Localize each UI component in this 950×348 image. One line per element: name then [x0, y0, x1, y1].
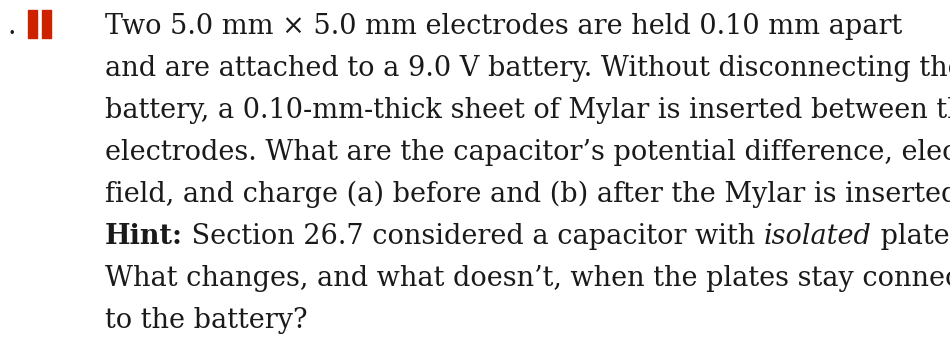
- Text: and are attached to a 9.0 V battery. Without disconnecting the: and are attached to a 9.0 V battery. Wit…: [105, 55, 950, 81]
- Text: isolated: isolated: [764, 222, 872, 250]
- Text: electrodes. What are the capacitor’s potential difference, electric: electrodes. What are the capacitor’s pot…: [105, 139, 950, 166]
- Text: Hint:: Hint:: [105, 222, 183, 250]
- Text: to the battery?: to the battery?: [105, 307, 308, 333]
- Text: plates.: plates.: [872, 222, 950, 250]
- Text: What changes, and what doesn’t, when the plates stay connected: What changes, and what doesn’t, when the…: [105, 264, 950, 292]
- Text: Section 26.7 considered a capacitor with: Section 26.7 considered a capacitor with: [183, 222, 764, 250]
- Text: Two 5.0 mm × 5.0 mm electrodes are held 0.10 mm apart: Two 5.0 mm × 5.0 mm electrodes are held …: [105, 13, 902, 40]
- Text: .: .: [8, 13, 16, 40]
- Text: battery, a 0.10-mm-thick sheet of Mylar is inserted between the: battery, a 0.10-mm-thick sheet of Mylar …: [105, 96, 950, 124]
- Text: field, and charge (a) before and (b) after the Mylar is inserted?: field, and charge (a) before and (b) aft…: [105, 180, 950, 208]
